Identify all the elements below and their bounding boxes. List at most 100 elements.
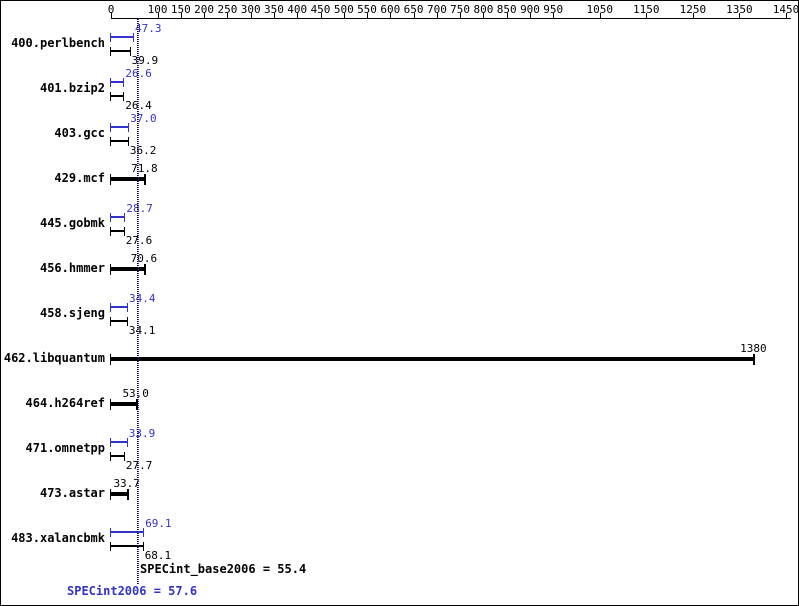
base-value-label: 27.7 xyxy=(125,459,153,472)
x-axis-tick xyxy=(436,13,438,18)
base-bar-end-cap xyxy=(126,488,129,500)
base-bar-start-cap xyxy=(110,46,111,56)
base-bar xyxy=(111,140,128,142)
x-axis-tick xyxy=(343,13,345,18)
x-axis-tick-label: 1050 xyxy=(586,3,614,16)
specint2006-summary: SPECint2006 = 57.6 xyxy=(67,584,198,598)
x-axis-tick-label: 450 xyxy=(310,3,331,16)
base-value-label: 27.6 xyxy=(125,234,153,247)
base-bar-end-cap xyxy=(753,353,756,365)
x-axis-tick-label: 850 xyxy=(496,3,517,16)
x-axis-tick-label: 0 xyxy=(107,3,115,16)
x-axis-tick-label: 1350 xyxy=(726,3,753,16)
x-axis-tick xyxy=(739,13,741,18)
benchmark-label: 464.h264ref xyxy=(25,396,105,410)
x-axis-tick-label: 950 xyxy=(543,3,564,16)
base-value-label: 68.1 xyxy=(144,549,172,562)
x-axis-tick-label: 300 xyxy=(240,3,261,16)
base-bar xyxy=(111,267,144,271)
x-axis-tick xyxy=(390,13,392,18)
x-axis-tick-label: 500 xyxy=(333,3,354,16)
x-axis-tick-label: 400 xyxy=(287,3,308,16)
peak-bar xyxy=(111,36,133,38)
base-bar-start-cap xyxy=(110,488,111,500)
peak-bar-end-cap xyxy=(123,77,125,87)
base-bar xyxy=(111,177,145,181)
base-bar-end-cap xyxy=(127,136,129,146)
x-axis-tick-label: 900 xyxy=(520,3,540,16)
base-bar xyxy=(111,492,127,496)
base-bar xyxy=(111,320,127,322)
base-bar-start-cap xyxy=(110,173,111,185)
base-value-label: 71.8 xyxy=(131,162,158,175)
x-axis-tick xyxy=(320,13,322,18)
base-bar-start-cap xyxy=(110,316,111,326)
x-axis-tick-label: 1450 xyxy=(772,3,799,16)
benchmark-label: 456.hmmer xyxy=(39,261,105,275)
peak-bar-start-cap xyxy=(110,302,111,312)
peak-value-label: 69.1 xyxy=(145,517,172,530)
x-axis-tick xyxy=(227,13,229,18)
x-axis-tick xyxy=(413,13,415,18)
benchmark-label: 473.astar xyxy=(39,486,105,500)
base-bar-start-cap xyxy=(110,353,111,365)
base-value-label: 1380 xyxy=(740,342,767,355)
base-bar-end-cap xyxy=(129,46,131,56)
base-bar-start-cap xyxy=(110,91,111,101)
benchmark-label: 458.sjeng xyxy=(39,306,105,320)
benchmark-label: 400.perlbench xyxy=(11,36,105,50)
x-axis-tick-label: 650 xyxy=(403,3,424,16)
benchmark-label: 462.libquantum xyxy=(3,351,105,365)
benchmark-label: 445.gobmk xyxy=(39,216,105,230)
base-bar-end-cap xyxy=(123,226,125,236)
base-bar-end-cap xyxy=(143,263,146,275)
x-axis-tick-label: 250 xyxy=(217,3,238,16)
benchmark-label: 429.mcf xyxy=(54,171,105,185)
peak-bar-end-cap xyxy=(133,32,134,42)
x-axis-tick xyxy=(483,13,485,18)
x-axis-tick xyxy=(460,13,462,18)
peak-value-label: 33.9 xyxy=(128,427,156,440)
x-axis-tick xyxy=(250,13,252,18)
x-axis-tick xyxy=(530,13,531,18)
base-value-label: 70.6 xyxy=(130,252,158,265)
peak-bar xyxy=(111,531,144,533)
peak-bar xyxy=(111,126,129,128)
peak-bar-start-cap xyxy=(110,77,111,87)
x-axis-tick xyxy=(646,13,648,18)
x-axis-tick xyxy=(111,13,112,18)
x-axis-tick-label: 1250 xyxy=(679,3,707,16)
x-axis-tick xyxy=(506,13,508,18)
peak-bar-start-cap xyxy=(110,122,111,132)
base-bar-start-cap xyxy=(110,541,111,551)
peak-bar xyxy=(111,306,127,308)
x-axis-tick xyxy=(204,13,206,18)
base-bar xyxy=(111,357,754,361)
x-axis-tick-label: 200 xyxy=(194,3,215,16)
base-value-label: 33.7 xyxy=(113,477,140,490)
x-axis-tick-label: 150 xyxy=(170,3,191,16)
peak-value-label: 34.4 xyxy=(129,292,156,305)
peak-mean-guide-line xyxy=(137,18,139,584)
peak-bar-start-cap xyxy=(110,437,111,447)
x-axis-tick xyxy=(297,13,299,18)
base-bar-end-cap xyxy=(135,398,138,410)
base-mean-guide-line xyxy=(136,18,138,584)
peak-bar xyxy=(111,81,124,83)
peak-value-label: 37.0 xyxy=(130,112,157,125)
peak-bar xyxy=(111,216,125,218)
base-bar-start-cap xyxy=(110,263,111,275)
benchmark-label: 401.bzip2 xyxy=(39,81,105,95)
x-axis-tick-label: 600 xyxy=(380,3,401,16)
peak-value-label: 47.3 xyxy=(135,22,162,35)
peak-bar-end-cap xyxy=(128,122,130,132)
base-bar-start-cap xyxy=(110,226,111,236)
base-bar xyxy=(111,545,143,547)
peak-value-label: 28.7 xyxy=(126,202,153,215)
x-axis-tick xyxy=(367,13,368,18)
x-axis-tick-label: 100 xyxy=(147,3,168,16)
base-bar xyxy=(111,455,124,457)
peak-bar-start-cap xyxy=(110,212,111,222)
base-bar-end-cap xyxy=(123,451,125,461)
base-value-label: 53.0 xyxy=(122,387,149,400)
